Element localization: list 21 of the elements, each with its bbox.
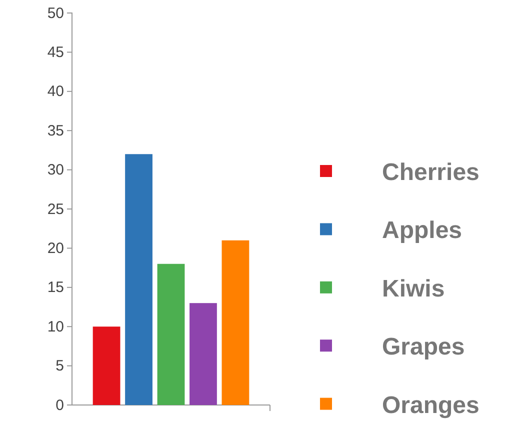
legend-label: Oranges [382, 392, 480, 419]
bar [125, 154, 152, 405]
y-tick-label: 35 [47, 122, 64, 140]
bar [222, 240, 250, 405]
bar [92, 326, 120, 405]
y-tick-label: 45 [47, 44, 64, 61]
bar [157, 264, 185, 405]
y-tick-label: 20 [47, 240, 64, 257]
legend-label: Apples [382, 217, 462, 244]
legend-label: Kiwis [382, 275, 445, 302]
y-tick-label: 50 [47, 4, 64, 22]
y-tick-label: 40 [47, 83, 64, 100]
y-tick-label: 0 [56, 396, 64, 414]
y-tick-label: 10 [47, 318, 64, 336]
y-tick-label: 15 [47, 279, 64, 296]
legend-label: Grapes [382, 334, 465, 361]
y-tick-label: 25 [47, 200, 64, 218]
bar [190, 303, 217, 405]
y-tick-label: 5 [56, 358, 64, 375]
y-tick-label: 30 [47, 162, 64, 179]
legend-label: Cherries [382, 159, 480, 186]
